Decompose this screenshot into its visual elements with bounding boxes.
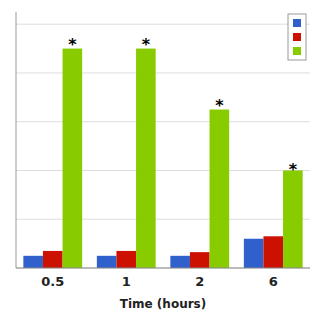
y-axis-line [16, 12, 17, 268]
legend-frame [288, 14, 306, 60]
bar [136, 49, 156, 268]
legend-swatch [293, 33, 301, 41]
bar [244, 239, 264, 268]
grid-line [16, 219, 310, 220]
bar [263, 236, 283, 268]
bar [97, 256, 117, 268]
legend-swatch [293, 19, 301, 27]
x-axis-label: Time (hours) [120, 297, 206, 311]
x-tick-label: 6 [269, 274, 278, 289]
grid-line [16, 24, 310, 25]
bars [23, 49, 302, 268]
annotation: * [215, 96, 224, 115]
bar [63, 49, 83, 268]
x-tick-label: 0.5 [41, 274, 64, 289]
annotation: * [142, 35, 151, 54]
x-tick-label: 1 [122, 274, 131, 289]
grid-line [16, 121, 310, 122]
bar [43, 251, 63, 268]
grid-line [16, 268, 310, 269]
bar [170, 256, 190, 268]
chart: 0.5 1 2 6 Time (hours) * * * * [0, 0, 320, 320]
legend-swatch [293, 47, 301, 55]
bar [23, 256, 43, 268]
x-axis-line [16, 268, 310, 269]
annotation: * [289, 160, 298, 179]
bar [190, 252, 210, 268]
annotation: * [68, 35, 77, 54]
x-tick-label: 2 [195, 274, 204, 289]
bar [283, 170, 303, 268]
grid-line [16, 72, 310, 73]
bar [116, 251, 136, 268]
legend [288, 14, 306, 60]
bar [210, 110, 230, 268]
grid-line [16, 170, 310, 171]
